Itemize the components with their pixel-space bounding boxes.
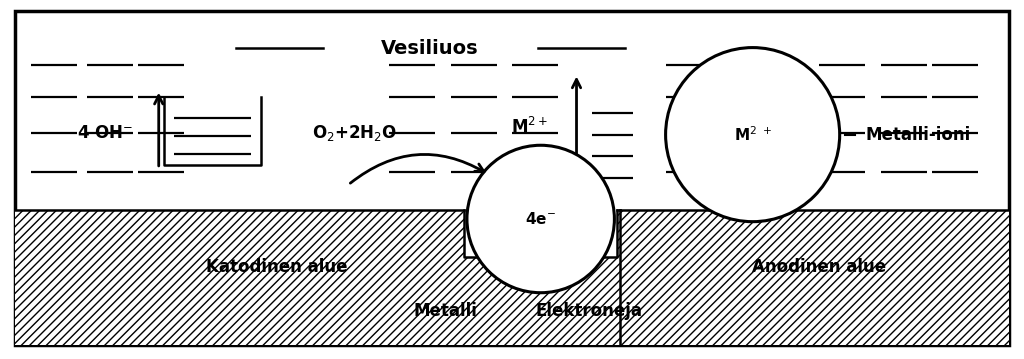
Bar [464,206,617,257]
Text: Katodinen alue: Katodinen alue [206,258,347,276]
Text: O$_2$+2H$_2$O: O$_2$+2H$_2$O [312,123,397,143]
Text: M$^{2}$ $^{+}$: M$^{2}$ $^{+}$ [734,125,771,144]
Ellipse shape [467,145,614,293]
Text: 4 OH$^{-}$: 4 OH$^{-}$ [77,124,133,142]
Text: Vesiliuos: Vesiliuos [381,39,479,58]
Text: M$^{2+}$: M$^{2+}$ [511,117,548,137]
Text: Elektroneja: Elektroneja [536,302,642,320]
Bar [15,210,620,345]
Bar [620,210,1009,345]
Text: 4e$^{-}$: 4e$^{-}$ [525,211,556,227]
Text: Metalli: Metalli [414,302,477,320]
Text: Metalli-ioni: Metalli-ioni [865,126,971,144]
Ellipse shape [666,48,840,222]
Text: Anodinen alue: Anodinen alue [753,258,886,276]
